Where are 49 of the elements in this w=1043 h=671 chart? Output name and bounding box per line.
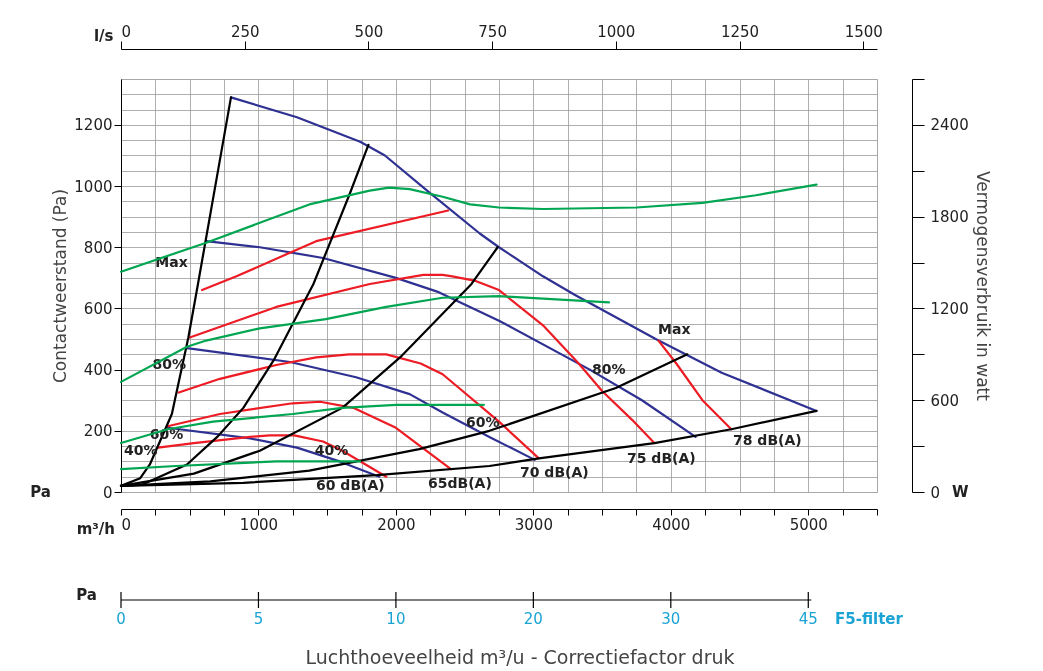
annotation: 65dB(A) xyxy=(428,475,492,491)
x-tick-label: 5000 xyxy=(789,515,828,534)
annotation: Max xyxy=(155,253,188,270)
text: Luchthoeveelheid m³/u - Correctiefactor druk xyxy=(305,646,735,668)
y-tick-label: 400 xyxy=(83,361,113,380)
annotation: 60 dB(A) xyxy=(316,477,385,493)
annotation: 75 dB(A) xyxy=(627,450,696,466)
x2-tick-label: 500 xyxy=(354,22,384,41)
text: W xyxy=(952,483,969,501)
text: 0 xyxy=(116,610,126,628)
y-axis-title: Contactweerstand (Pa) xyxy=(50,188,71,384)
text: 10 xyxy=(386,610,406,628)
x2-axis-title: l/s xyxy=(93,26,114,45)
text: F5-filter xyxy=(835,610,904,628)
text: 5 xyxy=(253,610,264,628)
y2-tick-label: 1800 xyxy=(930,208,969,227)
x-tick-label: 3000 xyxy=(514,515,553,534)
y2-tick-label: 600 xyxy=(930,391,960,410)
x-tick-label: 4000 xyxy=(652,515,691,534)
annotation: 80% xyxy=(592,361,626,377)
x2-tick-label: 1250 xyxy=(720,22,760,41)
annotation: Max xyxy=(658,321,691,337)
y-tick-label: 1000 xyxy=(74,177,113,196)
x2-tick-label: 0 xyxy=(121,22,132,41)
x2-tick-label: 250 xyxy=(230,22,260,41)
text: 30 xyxy=(661,610,681,628)
annotation: 78 dB(A) xyxy=(733,432,802,448)
text: m³/h xyxy=(76,520,115,538)
annotation: 70 dB(A) xyxy=(520,464,589,480)
x2-tick-label: 750 xyxy=(478,22,507,41)
y-tick-label: 800 xyxy=(83,238,113,257)
y2-axis-title: Vermogensverbruik in watt xyxy=(972,171,993,402)
y2-tick-label: 2400 xyxy=(930,116,969,135)
y-tick-label: 600 xyxy=(83,299,113,318)
x2-tick-label: 1000 xyxy=(597,22,636,41)
x-tick-label: 2000 xyxy=(377,515,416,534)
x-tick-label: 1000 xyxy=(239,515,279,534)
text: 20 xyxy=(523,610,543,628)
text: 45 xyxy=(798,610,818,628)
y-tick-label: 1200 xyxy=(74,116,113,135)
annotation: 60% xyxy=(466,414,500,431)
x2-tick-label: 1500 xyxy=(844,22,883,41)
text: Pa xyxy=(76,586,97,604)
y-tick-label: 0 xyxy=(102,483,113,502)
x-tick-label: 0 xyxy=(121,515,132,534)
y2-tick-label: 1200 xyxy=(930,299,969,318)
y-tick-label: 200 xyxy=(83,422,113,441)
text: Pa xyxy=(30,483,51,501)
y2-tick-label: 0 xyxy=(930,483,941,502)
